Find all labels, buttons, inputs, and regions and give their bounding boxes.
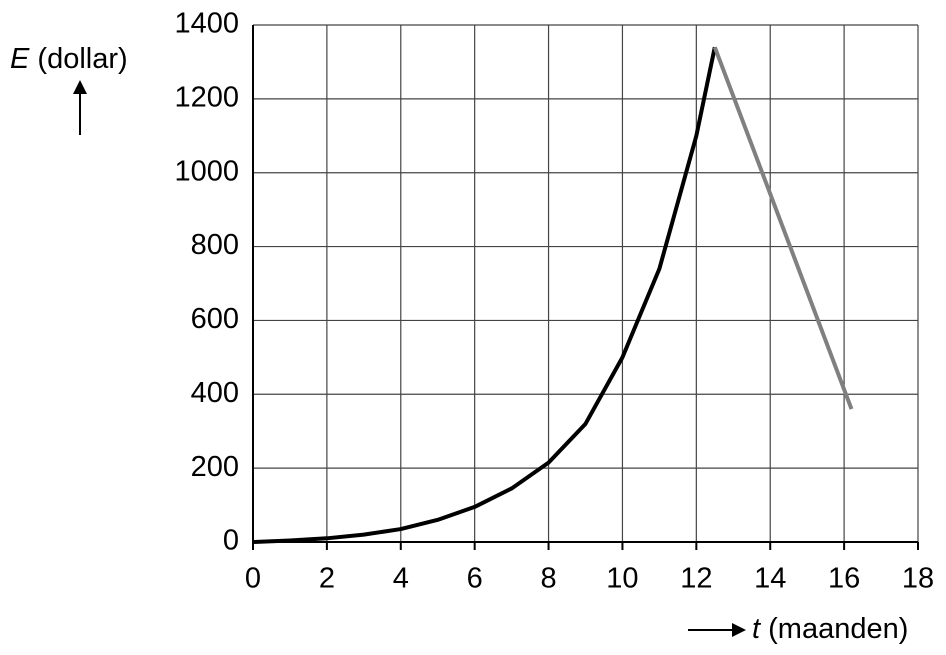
y-tick-label: 0 [223, 525, 239, 557]
x-tick-label: 10 [606, 563, 638, 595]
line-series [252, 46, 717, 544]
y-tick-label: 1200 [174, 82, 239, 114]
x-label-unit: (maanden) [768, 613, 908, 645]
x-label-symbol: t [752, 613, 762, 645]
y-label-symbol: E [10, 43, 30, 75]
y-tick-label: 800 [191, 229, 239, 261]
y-tick-label: 600 [191, 303, 239, 335]
x-axis-label: t (maanden) [752, 613, 908, 645]
x-tick-label: 8 [540, 563, 556, 595]
y-arrow-head [73, 80, 87, 94]
x-tick-label: 14 [754, 563, 786, 595]
y-tick-label: 1400 [174, 8, 239, 40]
y-axis-label: E (dollar) [10, 43, 128, 75]
x-tick-label: 18 [902, 563, 934, 595]
y-label-unit: (dollar) [37, 43, 127, 75]
y-tick-label: 1000 [174, 155, 239, 187]
line-series [712, 46, 854, 410]
x-tick-label: 4 [393, 563, 409, 595]
y-tick-label: 200 [191, 451, 239, 483]
x-tick-label: 12 [680, 563, 712, 595]
x-tick-label: 6 [467, 563, 483, 595]
x-arrow-head [732, 623, 746, 637]
x-tick-label: 16 [828, 563, 860, 595]
y-tick-label: 400 [191, 377, 239, 409]
x-tick-label: 0 [245, 563, 261, 595]
x-tick-label: 2 [319, 563, 335, 595]
